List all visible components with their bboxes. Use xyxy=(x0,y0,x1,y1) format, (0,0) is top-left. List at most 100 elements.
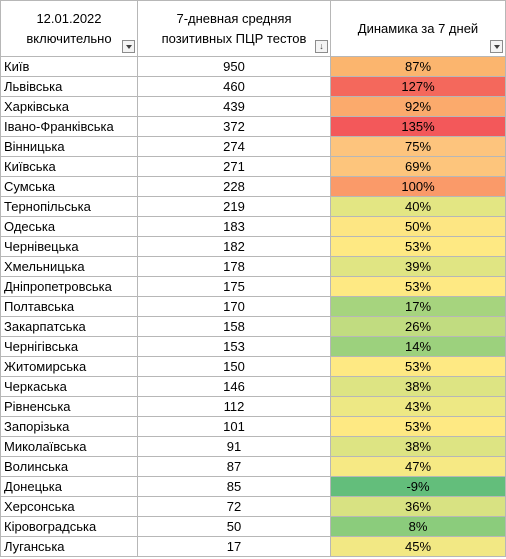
table-row: Одеська 183 50% xyxy=(0,216,506,237)
dynamics-cell[interactable]: 53% xyxy=(330,356,506,377)
dynamics-cell[interactable]: 38% xyxy=(330,376,506,397)
region-cell[interactable]: Волинська xyxy=(0,456,138,477)
dynamics-cell[interactable]: 45% xyxy=(330,536,506,557)
header-date[interactable]: 12.01.2022 включительно xyxy=(0,0,138,57)
header-date-line2: включительно xyxy=(26,30,112,46)
header-avg[interactable]: 7-дневная средняя позитивных ПЦР тестов … xyxy=(137,0,331,57)
avg-positive-cell[interactable]: 101 xyxy=(137,416,331,437)
dynamics-cell[interactable]: 100% xyxy=(330,176,506,197)
dynamics-cell[interactable]: 26% xyxy=(330,316,506,337)
region-cell[interactable]: Львівська xyxy=(0,76,138,97)
table-row: Дніпропетровська 175 53% xyxy=(0,276,506,297)
region-cell[interactable]: Хмельницька xyxy=(0,256,138,277)
table-row: Хмельницька 178 39% xyxy=(0,256,506,277)
avg-positive-cell[interactable]: 274 xyxy=(137,136,331,157)
filter-dropdown-button[interactable] xyxy=(122,40,135,53)
table-row: Полтавська 170 17% xyxy=(0,296,506,317)
dynamics-cell[interactable]: 14% xyxy=(330,336,506,357)
table-row: Івано-Франківська 372 135% xyxy=(0,116,506,137)
avg-positive-cell[interactable]: 158 xyxy=(137,316,331,337)
table-row: Донецька 85 -9% xyxy=(0,476,506,497)
avg-positive-cell[interactable]: 150 xyxy=(137,356,331,377)
dynamics-cell[interactable]: 75% xyxy=(330,136,506,157)
avg-positive-cell[interactable]: 175 xyxy=(137,276,331,297)
region-cell[interactable]: Кіровоградська xyxy=(0,516,138,537)
region-cell[interactable]: Херсонська xyxy=(0,496,138,517)
table-row: Кіровоградська 50 8% xyxy=(0,516,506,537)
avg-positive-cell[interactable]: 460 xyxy=(137,76,331,97)
region-cell[interactable]: Дніпропетровська xyxy=(0,276,138,297)
dynamics-cell[interactable]: 53% xyxy=(330,236,506,257)
dynamics-cell[interactable]: 50% xyxy=(330,216,506,237)
region-cell[interactable]: Чернігівська xyxy=(0,336,138,357)
region-cell[interactable]: Миколаївська xyxy=(0,436,138,457)
region-cell[interactable]: Рівненська xyxy=(0,396,138,417)
region-cell[interactable]: Запорізька xyxy=(0,416,138,437)
dynamics-cell[interactable]: 8% xyxy=(330,516,506,537)
avg-positive-cell[interactable]: 182 xyxy=(137,236,331,257)
avg-positive-cell[interactable]: 219 xyxy=(137,196,331,217)
dynamics-cell[interactable]: 43% xyxy=(330,396,506,417)
region-cell[interactable]: Луганська xyxy=(0,536,138,557)
avg-positive-cell[interactable]: 50 xyxy=(137,516,331,537)
dynamics-cell[interactable]: 36% xyxy=(330,496,506,517)
avg-positive-cell[interactable]: 72 xyxy=(137,496,331,517)
region-cell[interactable]: Тернопільська xyxy=(0,196,138,217)
avg-positive-cell[interactable]: 17 xyxy=(137,536,331,557)
avg-positive-cell[interactable]: 271 xyxy=(137,156,331,177)
region-cell[interactable]: Київ xyxy=(0,56,138,77)
avg-positive-cell[interactable]: 85 xyxy=(137,476,331,497)
header-row: 12.01.2022 включительно 7-дневная средня… xyxy=(0,0,506,57)
avg-positive-cell[interactable]: 153 xyxy=(137,336,331,357)
avg-positive-cell[interactable]: 112 xyxy=(137,396,331,417)
dynamics-cell[interactable]: 69% xyxy=(330,156,506,177)
header-dynamics[interactable]: Динамика за 7 дней xyxy=(330,0,506,57)
table-row: Сумська 228 100% xyxy=(0,176,506,197)
dynamics-cell[interactable]: 87% xyxy=(330,56,506,77)
region-cell[interactable]: Івано-Франківська xyxy=(0,116,138,137)
dynamics-cell[interactable]: 135% xyxy=(330,116,506,137)
dynamics-cell[interactable]: 53% xyxy=(330,416,506,437)
dynamics-cell[interactable]: 127% xyxy=(330,76,506,97)
dynamics-cell[interactable]: 53% xyxy=(330,276,506,297)
dynamics-cell[interactable]: 40% xyxy=(330,196,506,217)
region-cell[interactable]: Одеська xyxy=(0,216,138,237)
table-row: Київ 950 87% xyxy=(0,56,506,77)
dynamics-cell[interactable]: 17% xyxy=(330,296,506,317)
avg-positive-cell[interactable]: 950 xyxy=(137,56,331,77)
avg-positive-cell[interactable]: 183 xyxy=(137,216,331,237)
region-cell[interactable]: Вінницька xyxy=(0,136,138,157)
header-date-label: 12.01.2022 включительно xyxy=(1,9,137,49)
region-cell[interactable]: Київська xyxy=(0,156,138,177)
table-row: Херсонська 72 36% xyxy=(0,496,506,517)
table-row: Харківська 439 92% xyxy=(0,96,506,117)
region-cell[interactable]: Сумська xyxy=(0,176,138,197)
dynamics-cell[interactable]: 39% xyxy=(330,256,506,277)
avg-positive-cell[interactable]: 87 xyxy=(137,456,331,477)
dynamics-cell[interactable]: 92% xyxy=(330,96,506,117)
region-cell[interactable]: Закарпатська xyxy=(0,316,138,337)
region-cell[interactable]: Донецька xyxy=(0,476,138,497)
filter-dropdown-button[interactable] xyxy=(490,40,503,53)
dynamics-cell[interactable]: -9% xyxy=(330,476,506,497)
avg-positive-cell[interactable]: 170 xyxy=(137,296,331,317)
region-cell[interactable]: Черкаська xyxy=(0,376,138,397)
avg-positive-cell[interactable]: 228 xyxy=(137,176,331,197)
avg-positive-cell[interactable]: 178 xyxy=(137,256,331,277)
region-cell[interactable]: Харківська xyxy=(0,96,138,117)
avg-positive-cell[interactable]: 91 xyxy=(137,436,331,457)
avg-positive-cell[interactable]: 146 xyxy=(137,376,331,397)
region-cell[interactable]: Полтавська xyxy=(0,296,138,317)
region-cell[interactable]: Житомирська xyxy=(0,356,138,377)
dynamics-cell[interactable]: 47% xyxy=(330,456,506,477)
header-avg-line2: позитивных ПЦР тестов xyxy=(161,30,307,46)
avg-positive-cell[interactable]: 439 xyxy=(137,96,331,117)
dynamics-cell[interactable]: 38% xyxy=(330,436,506,457)
table-row: Чернігівська 153 14% xyxy=(0,336,506,357)
sort-filter-button[interactable]: ↓ xyxy=(315,40,328,53)
table-body: Київ 950 87% Львівська 460 127% Харківська 439 9… xyxy=(0,56,506,557)
avg-positive-cell[interactable]: 372 xyxy=(137,116,331,137)
region-cell[interactable]: Чернівецька xyxy=(0,236,138,257)
